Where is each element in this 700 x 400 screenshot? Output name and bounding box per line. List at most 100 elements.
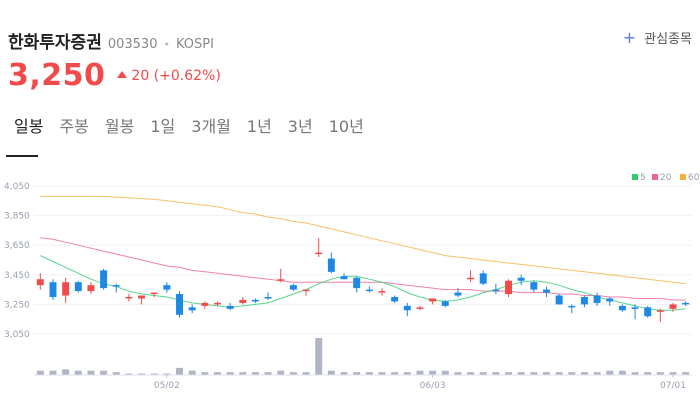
ma20-line bbox=[40, 237, 686, 301]
volume-bar bbox=[555, 372, 563, 375]
candle-body bbox=[454, 292, 462, 296]
volume-bar bbox=[416, 370, 424, 375]
candle-body bbox=[429, 298, 437, 302]
candle-body bbox=[479, 273, 487, 284]
volume-bar bbox=[543, 372, 550, 375]
candle-body bbox=[467, 277, 475, 280]
candle-body bbox=[36, 279, 44, 286]
candle-body bbox=[188, 307, 196, 311]
volume-bar bbox=[340, 372, 348, 375]
tab-daily[interactable]: 일봉 bbox=[14, 117, 44, 136]
watchlist-label: 관심종목 bbox=[644, 32, 692, 47]
volume-bar bbox=[49, 370, 57, 375]
candle-body bbox=[74, 282, 82, 292]
y-tick-label: 3,650 bbox=[4, 241, 30, 251]
legend-label: 5 bbox=[640, 173, 646, 183]
candle-body bbox=[517, 277, 525, 281]
candle-body bbox=[201, 302, 209, 306]
volume-bar bbox=[226, 372, 234, 375]
tab-10year[interactable]: 10년 bbox=[328, 117, 364, 136]
candle-body bbox=[353, 277, 361, 289]
candle-body bbox=[302, 289, 310, 292]
volume-bar bbox=[580, 372, 588, 375]
volume-bar bbox=[593, 372, 601, 375]
volume-bar bbox=[112, 372, 120, 375]
volume-bar bbox=[100, 370, 108, 375]
candle-body bbox=[403, 305, 411, 311]
candle-body bbox=[631, 307, 639, 309]
volume-bar bbox=[150, 373, 158, 375]
candle-body bbox=[87, 285, 95, 292]
tab-1day[interactable]: 1일 bbox=[150, 117, 176, 136]
candle-body bbox=[277, 279, 285, 281]
volume-bar bbox=[656, 372, 664, 375]
candle-body bbox=[365, 289, 373, 292]
tab-1year[interactable]: 1년 bbox=[246, 117, 272, 136]
volume-bar bbox=[188, 370, 196, 375]
candle-body bbox=[163, 285, 171, 290]
candle-body bbox=[100, 270, 108, 289]
tab-3month[interactable]: 3개월 bbox=[191, 117, 231, 136]
y-tick-label: 3,450 bbox=[4, 271, 30, 281]
volume-bar bbox=[302, 372, 310, 375]
current-price: 3,250 bbox=[8, 58, 106, 93]
candle-body bbox=[618, 305, 626, 311]
y-tick-label: 3,250 bbox=[4, 300, 30, 310]
candle-body bbox=[580, 297, 588, 305]
stock-code: 003530 bbox=[107, 37, 158, 52]
volume-bar bbox=[87, 370, 95, 375]
ma60-line bbox=[40, 195, 686, 285]
candle-body bbox=[555, 295, 563, 305]
volume-bar bbox=[163, 373, 171, 375]
volume-bar bbox=[631, 372, 639, 375]
x-tick-label: 07/01 bbox=[660, 381, 686, 391]
candle-body bbox=[214, 302, 221, 305]
separator-dot: • bbox=[163, 38, 170, 51]
volume-bar bbox=[467, 372, 475, 375]
volume-bar bbox=[669, 372, 677, 375]
candle-body bbox=[264, 297, 272, 299]
volume-bar bbox=[353, 372, 361, 375]
candle-body bbox=[593, 295, 601, 303]
y-tick-label: 3,850 bbox=[4, 212, 30, 222]
volume-bar bbox=[644, 372, 652, 375]
candle-body bbox=[289, 285, 297, 290]
candle-body bbox=[530, 282, 538, 290]
candle-body bbox=[505, 280, 512, 295]
volume-bar bbox=[429, 370, 437, 375]
candle-body bbox=[682, 302, 690, 305]
volume-bar bbox=[568, 372, 576, 375]
volume-bar bbox=[251, 372, 259, 375]
tab-3year[interactable]: 3년 bbox=[287, 117, 313, 136]
candle-body bbox=[416, 307, 424, 309]
candle-body bbox=[327, 258, 335, 272]
candle-body bbox=[49, 282, 57, 297]
add-watchlist-button[interactable]: + 관심종목 bbox=[623, 28, 692, 47]
tab-monthly[interactable]: 월봉 bbox=[104, 117, 135, 136]
volume-bar bbox=[618, 370, 626, 375]
volume-bar bbox=[277, 370, 285, 375]
candle-body bbox=[543, 289, 550, 293]
volume-bar bbox=[315, 338, 323, 375]
price-change-value: 20 (+0.62%) bbox=[131, 67, 221, 84]
volume-bar bbox=[264, 372, 272, 375]
volume-bar bbox=[517, 372, 525, 375]
candle-body bbox=[606, 298, 614, 302]
volume-bar bbox=[74, 370, 82, 375]
volume-bar bbox=[682, 372, 690, 375]
ma5-line bbox=[40, 255, 686, 311]
volume-bar bbox=[138, 373, 146, 375]
volume-bar bbox=[36, 370, 44, 375]
y-tick-label: 4,050 bbox=[4, 182, 30, 192]
candle-body bbox=[138, 295, 146, 299]
tab-weekly[interactable]: 주봉 bbox=[59, 117, 89, 136]
volume-bar bbox=[239, 372, 247, 375]
candle-body bbox=[112, 285, 120, 287]
candle-body bbox=[669, 304, 677, 309]
volume-bar bbox=[403, 372, 411, 375]
stock-name: 한화투자증권 bbox=[8, 33, 102, 53]
candle-body bbox=[644, 307, 652, 317]
volume-bar bbox=[454, 372, 462, 375]
